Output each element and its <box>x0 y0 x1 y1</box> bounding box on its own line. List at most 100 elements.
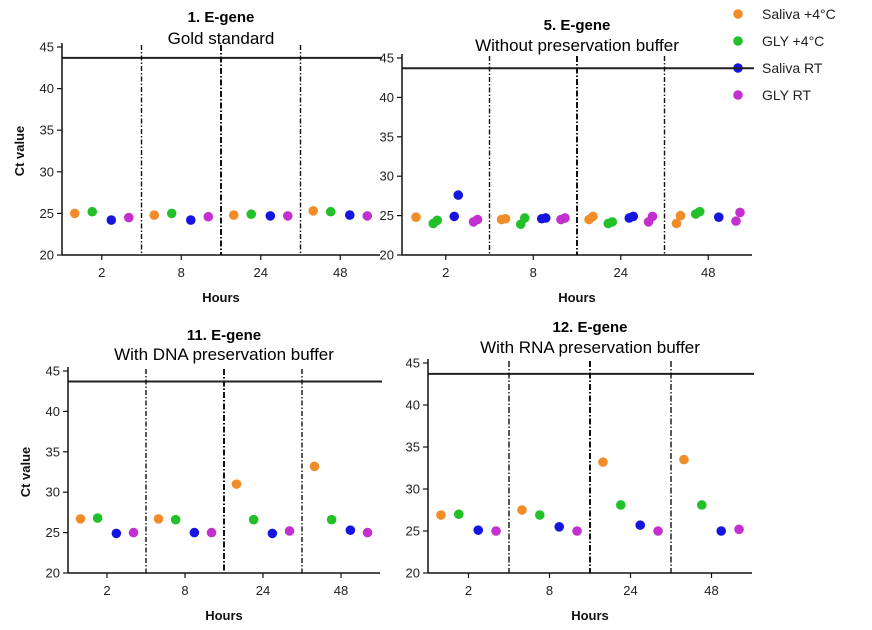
data-point <box>647 211 658 222</box>
x-tick-label: 48 <box>334 583 348 598</box>
legend-marker <box>733 36 743 46</box>
y-tick-label: 45 <box>40 40 54 55</box>
x-tick-label: 8 <box>546 583 553 598</box>
data-point <box>560 213 570 223</box>
y-tick-label: 45 <box>406 356 420 371</box>
chart-subtitle: Without preservation buffer <box>475 36 679 55</box>
data-point <box>436 510 446 520</box>
y-tick-label: 40 <box>406 398 420 413</box>
x-tick-label: 2 <box>98 265 105 280</box>
x-tick-label: 48 <box>704 583 718 598</box>
y-tick-label: 25 <box>380 208 394 223</box>
y-tick-label: 25 <box>406 524 420 539</box>
data-point <box>628 211 639 222</box>
data-point <box>111 528 122 539</box>
x-tick-label: 48 <box>333 265 347 280</box>
data-point <box>534 510 545 520</box>
data-point <box>453 190 464 200</box>
x-tick-label: 24 <box>614 265 628 280</box>
legend-label: Saliva +4°C <box>762 6 836 22</box>
y-tick-label: 40 <box>40 81 54 96</box>
x-axis-label: Hours <box>571 608 609 623</box>
data-point <box>284 526 295 536</box>
chart-panel-1: 1. E-gene Gold standard 20 25 30 35 40 45 2 8 24 48… <box>12 9 382 305</box>
data-point <box>325 206 336 217</box>
y-tick-label: 40 <box>46 404 60 419</box>
legend-label: Saliva RT <box>762 60 823 76</box>
x-axis-label: Hours <box>202 290 240 305</box>
chart-title: 5. E-gene <box>544 17 611 34</box>
data-point <box>246 209 257 220</box>
x-tick-label: 2 <box>465 583 472 598</box>
data-point <box>540 213 551 223</box>
x-tick-label: 2 <box>103 583 110 598</box>
data-point <box>716 526 727 536</box>
legend-marker <box>733 9 743 19</box>
data-point <box>189 527 200 538</box>
data-point <box>554 522 565 532</box>
y-tick-label: 20 <box>380 248 394 263</box>
chart-title: 1. E-gene <box>188 9 255 26</box>
legend-label: GLY RT <box>762 87 811 103</box>
data-point <box>265 211 276 221</box>
data-point <box>453 509 464 519</box>
x-axis-label: Hours <box>205 608 243 623</box>
data-point <box>735 207 745 218</box>
data-point <box>731 216 741 226</box>
y-tick-label: 30 <box>406 482 420 497</box>
x-tick-label: 48 <box>701 265 715 280</box>
data-point <box>149 210 160 220</box>
data-point <box>653 526 663 536</box>
data-point <box>203 211 214 222</box>
data-point <box>282 211 293 221</box>
data-point <box>92 513 103 523</box>
y-tick-label: 35 <box>40 123 54 138</box>
chart-panel-4: 12. E-gene With RNA preservation buffer 20… <box>406 319 754 623</box>
y-tick-label: 30 <box>46 485 60 500</box>
x-tick-label: 8 <box>178 265 185 280</box>
data-point <box>572 526 582 536</box>
data-point <box>362 527 373 538</box>
data-point <box>449 211 460 222</box>
x-tick-label: 2 <box>442 265 449 280</box>
data-point <box>106 215 117 225</box>
data-point <box>362 211 373 221</box>
y-tick-label: 40 <box>380 90 394 105</box>
y-axis-label: Ct value <box>12 126 27 177</box>
x-tick-label: 8 <box>181 583 188 598</box>
x-axis-label: Hours <box>558 290 596 305</box>
chart-panel-2: 5. E-gene Without preservation buffer 20 25… <box>380 17 754 305</box>
y-tick-label: 20 <box>46 566 60 581</box>
chart-subtitle: With RNA preservation buffer <box>480 338 700 357</box>
legend: Saliva +4°C GLY +4°C Saliva RT GLY RT <box>733 6 836 103</box>
data-point <box>679 454 689 465</box>
data-point <box>206 527 217 538</box>
data-point <box>344 210 355 220</box>
y-tick-label: 45 <box>46 364 60 379</box>
data-point <box>69 208 80 219</box>
data-point <box>87 206 98 217</box>
x-tick-label: 8 <box>530 265 537 280</box>
y-tick-label: 35 <box>46 444 60 459</box>
data-point <box>517 505 527 515</box>
data-point <box>598 457 608 467</box>
data-point <box>491 526 501 536</box>
data-point <box>473 525 484 535</box>
data-point <box>635 520 646 530</box>
x-tick-label: 24 <box>623 583 637 598</box>
data-point <box>123 212 134 223</box>
data-point <box>588 211 598 222</box>
y-axis-label: Ct value <box>18 447 33 498</box>
data-point <box>694 206 705 217</box>
x-tick-label: 24 <box>254 265 268 280</box>
data-point <box>153 514 164 524</box>
x-tick-label: 24 <box>256 583 270 598</box>
data-point <box>75 514 86 524</box>
y-tick-label: 35 <box>406 440 420 455</box>
data-point <box>696 500 707 510</box>
data-point <box>248 514 259 525</box>
y-tick-label: 45 <box>380 51 394 66</box>
data-point <box>170 514 181 525</box>
data-point <box>432 215 443 226</box>
